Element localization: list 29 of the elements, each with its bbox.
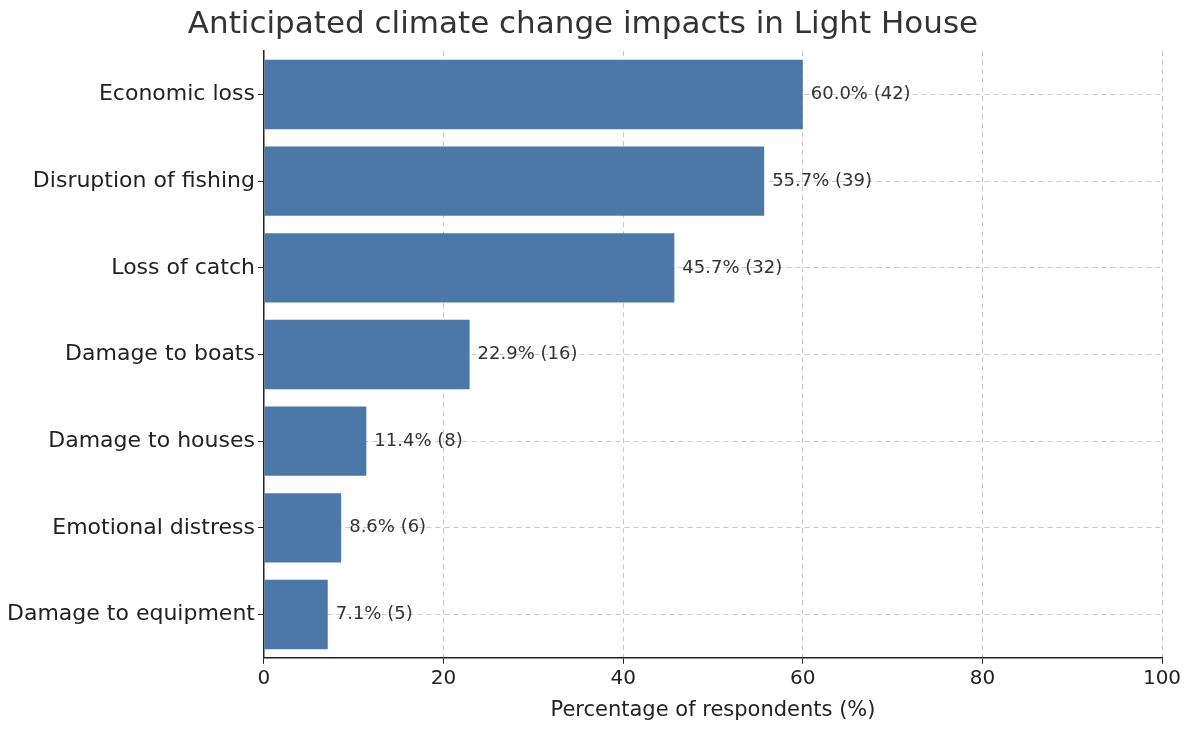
x-axis-title: Percentage of respondents (%)	[550, 696, 876, 721]
y-tick-label: Emotional distress	[52, 513, 255, 539]
x-tick-label: 60	[790, 665, 816, 689]
bar	[264, 146, 765, 216]
y-tick-label: Damage to equipment	[6, 600, 256, 626]
y-tick-label: Damage to boats	[65, 340, 255, 366]
chart-title: Anticipated climate change impacts in Light House	[187, 3, 979, 40]
data-label: 45.7% (32)	[682, 255, 783, 277]
x-tick-label: 40	[610, 665, 636, 689]
data-label: 60.0% (42)	[810, 82, 911, 104]
x-tick-label: 0	[257, 665, 271, 689]
data-label: 22.9% (16)	[477, 342, 578, 364]
bar	[264, 233, 675, 303]
y-tick-label: Economic loss	[98, 80, 255, 106]
x-tick-label: 80	[969, 665, 996, 689]
y-tick-label: Loss of catch	[111, 253, 255, 279]
bar	[264, 59, 803, 130]
data-label: 7.1% (5)	[335, 602, 413, 624]
data-label: 11.4% (8)	[374, 428, 463, 450]
bar	[264, 579, 328, 650]
bar	[264, 493, 342, 563]
data-label: 55.7% (39)	[772, 168, 873, 190]
x-tick-label: 100	[1142, 665, 1182, 689]
y-tick-label: Damage to houses	[48, 426, 255, 452]
bar	[264, 319, 470, 390]
data-label: 8.6% (6)	[349, 515, 427, 537]
x-tick-label: 20	[430, 665, 457, 689]
bar	[264, 406, 367, 476]
y-tick-label: Disruption of fishing	[32, 166, 255, 192]
